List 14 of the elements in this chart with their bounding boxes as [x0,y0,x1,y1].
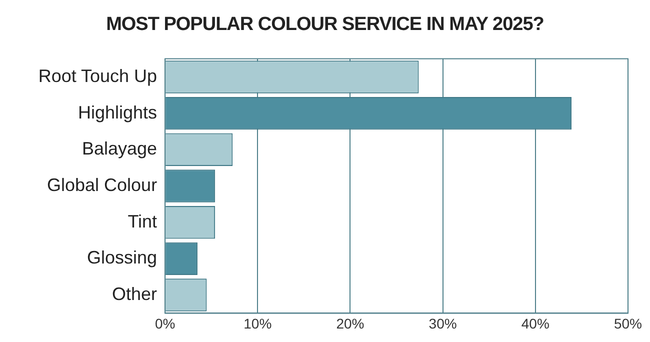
x-tick-label: 20% [336,315,364,332]
x-tick-label: 10% [244,315,272,332]
x-tick-label: 0% [154,315,176,332]
x-tick-label: 50% [614,315,642,332]
y-tick-label: Root Touch Up [38,66,158,86]
chart-title: MOST POPULAR COLOUR SERVICE IN MAY 2025? [105,14,545,37]
y-tick-label: Highlights [78,102,158,122]
x-tick-label: 30% [428,315,457,332]
y-tick-label: Glossing [87,248,158,268]
y-tick-label: Balayage [82,138,158,159]
x-tick-label: 40% [521,315,550,332]
y-tick-label: Global Colour [47,174,158,195]
y-tick-label: Other [112,284,158,304]
y-tick-label: Tint [128,211,158,232]
